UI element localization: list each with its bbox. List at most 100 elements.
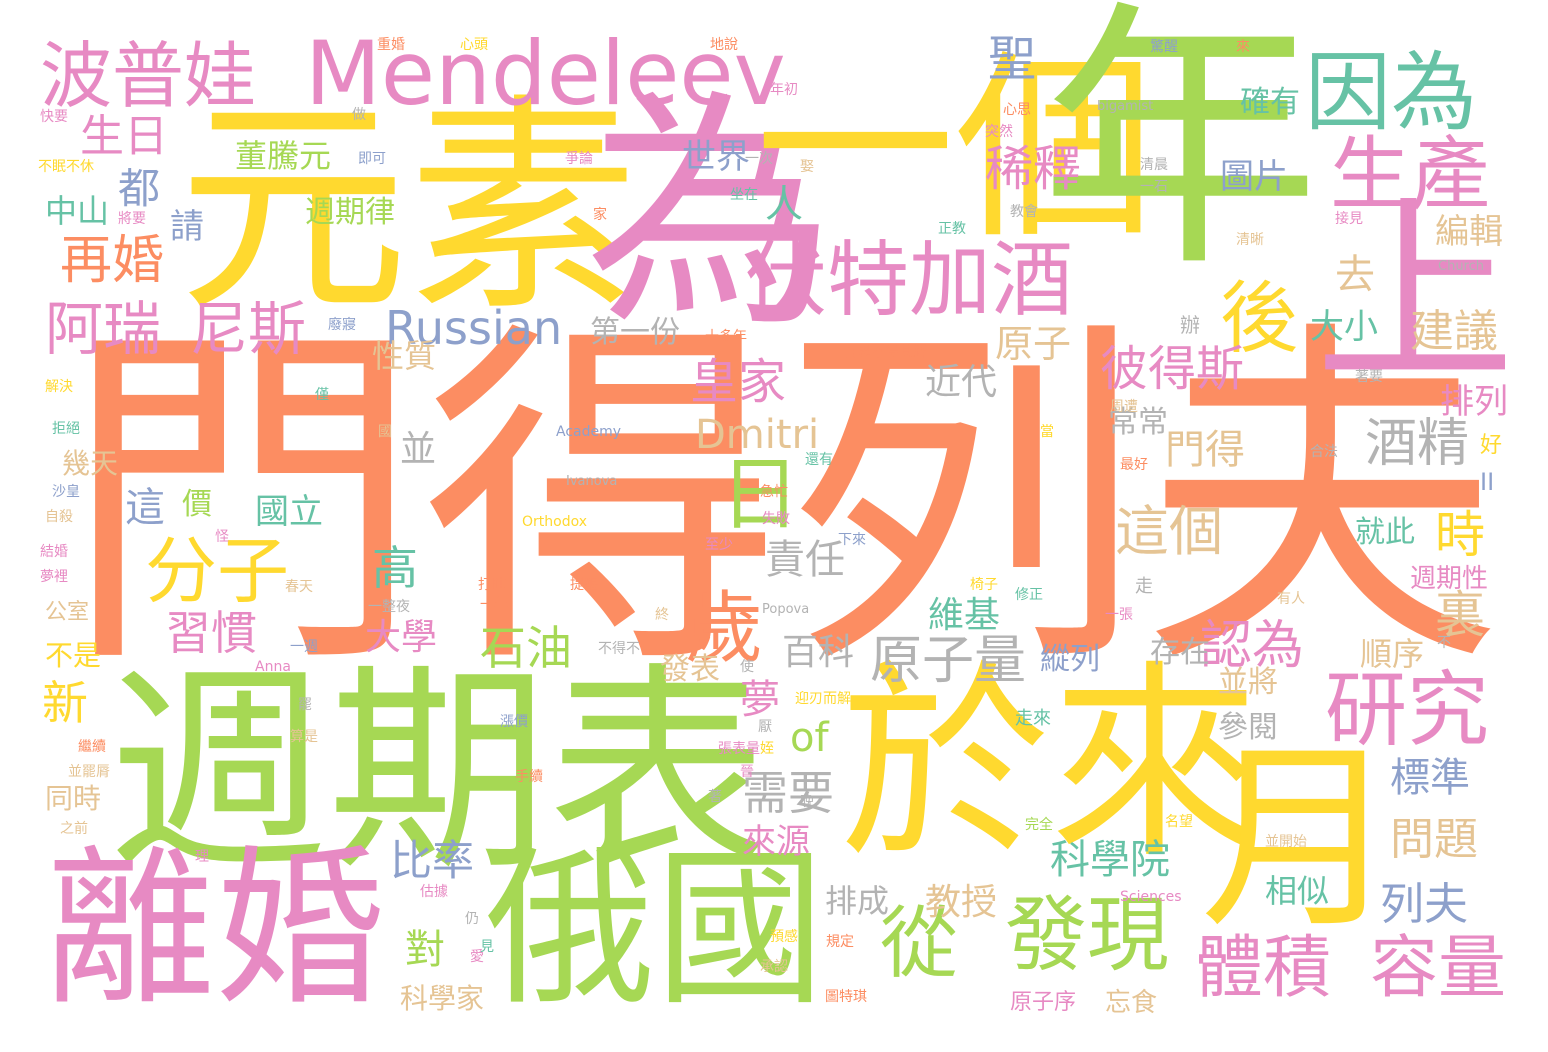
word: 生日	[80, 111, 168, 162]
word: 驚醒	[1150, 39, 1178, 55]
word: 夢	[740, 677, 780, 723]
word: 這個	[1115, 500, 1223, 563]
word: 縱列	[1040, 642, 1100, 677]
word: 容量	[1370, 929, 1507, 1008]
word: 世界	[682, 137, 750, 177]
word: 正教	[938, 221, 966, 237]
word: 周遭	[1110, 399, 1138, 415]
word: 編輯	[1435, 212, 1503, 252]
word: 建議	[1410, 306, 1498, 357]
word: 愛	[470, 949, 484, 965]
word: 國立	[255, 492, 323, 532]
word: 家	[593, 207, 607, 223]
word: 去	[1335, 252, 1375, 298]
word: II	[1480, 468, 1495, 496]
word: 做	[352, 107, 366, 123]
word: 打盹	[478, 577, 506, 593]
word: 並罷脣	[68, 764, 110, 780]
word: 再婚	[60, 231, 165, 291]
word: 娶	[800, 159, 814, 175]
word: 合法	[1310, 444, 1338, 460]
word: 晚	[800, 794, 814, 810]
word: 圖片	[1220, 157, 1288, 197]
word: 不眠不休	[38, 159, 94, 175]
word: 近代	[925, 362, 998, 403]
word: 好	[1480, 433, 1503, 458]
word: 當	[1040, 424, 1054, 440]
word: 體積	[1195, 929, 1332, 1008]
word: 走來	[1015, 708, 1051, 729]
word: 最好	[1120, 457, 1148, 473]
word: 原子量	[870, 631, 1027, 691]
word: 理	[195, 849, 209, 865]
word: 並將	[1218, 665, 1278, 700]
word: 著要	[1355, 369, 1383, 385]
word: 一次	[745, 151, 773, 167]
word: 將要	[118, 211, 146, 227]
word: 廢寢	[328, 317, 356, 333]
word: 石油	[480, 621, 572, 675]
word: 標準	[1390, 755, 1470, 801]
word: Orthodox	[522, 514, 588, 530]
word: 教授	[925, 882, 998, 923]
word: 心思	[1003, 102, 1031, 118]
word: 聖	[988, 31, 1037, 87]
word: 來	[1236, 39, 1250, 55]
word: 於來	[840, 642, 1261, 887]
word: 走	[1135, 576, 1153, 597]
word: 週期律	[305, 195, 395, 230]
word: 都	[118, 164, 161, 213]
word: 價	[182, 487, 212, 522]
word: 元素	[178, 76, 639, 343]
word: 估據	[420, 884, 448, 900]
word: 研究	[1325, 663, 1490, 758]
word: 年初	[770, 82, 798, 98]
word: 解決	[45, 379, 73, 395]
word: 清晨	[1140, 157, 1168, 173]
word: 終	[655, 607, 669, 623]
word: 發現	[1005, 888, 1170, 983]
word: 從	[880, 899, 959, 989]
word: 門得列夫	[62, 292, 1502, 711]
word: 週期表	[108, 644, 769, 900]
word: 認為	[1200, 616, 1305, 676]
word: 張表量	[718, 741, 760, 757]
word: 見	[480, 939, 494, 955]
word: 稀釋	[985, 141, 1082, 197]
word: 清晰	[1236, 232, 1264, 248]
word: 並	[400, 429, 437, 470]
word: 春天	[285, 579, 313, 595]
word: 對	[405, 927, 445, 973]
word: 重婚	[377, 37, 405, 53]
word: 並開始	[1265, 834, 1307, 850]
word: 科學家	[400, 982, 485, 1015]
word: 排列	[1440, 382, 1508, 422]
word: 姪	[760, 741, 774, 757]
word: 僅	[315, 387, 329, 403]
word: 比率	[390, 836, 475, 885]
word: 大小	[1310, 307, 1378, 347]
word: 十多年	[705, 329, 747, 345]
word: 著	[708, 789, 722, 805]
word: 人	[765, 182, 804, 226]
word: 夢裡	[40, 569, 68, 585]
word: 阿瑞	[45, 295, 162, 363]
word: 大學	[365, 617, 438, 658]
word: bigamist	[1097, 99, 1154, 114]
word: 地說	[710, 37, 738, 53]
word: 突然	[985, 124, 1013, 140]
word: 酒精	[1365, 414, 1470, 474]
word: 確有	[1240, 85, 1300, 120]
word: 預感	[770, 929, 798, 945]
word: 一週	[290, 639, 318, 655]
word: 百思不得其解	[843, 344, 927, 360]
word: 忘食	[1105, 988, 1158, 1018]
word: 問題	[1390, 814, 1478, 865]
word: 波普娃	[40, 34, 257, 118]
word: 自殺	[45, 509, 73, 525]
word: 上	[1315, 178, 1516, 411]
word: Sciences	[1120, 889, 1182, 905]
word: 提醒	[570, 577, 598, 593]
word: 第一份	[590, 315, 680, 350]
word: 罷	[298, 697, 312, 713]
